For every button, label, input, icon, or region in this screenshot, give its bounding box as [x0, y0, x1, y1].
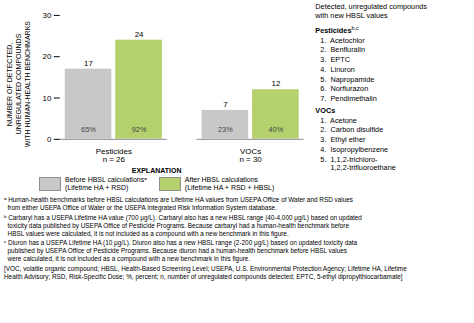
svg-text:10: 10	[42, 94, 51, 103]
svg-text:65%: 65%	[81, 125, 96, 134]
html-text:6. Norflurazon: 6. Norflurazon	[320, 84, 369, 94]
svg-text:7: 7	[223, 100, 227, 109]
html-text:2. Carbon disulfide: 2. Carbon disulfide	[320, 125, 384, 135]
html-text:7. Pendimethalin: 7. Pendimethalin	[320, 94, 377, 104]
html-text:4. Linuron: 4. Linuron	[320, 64, 355, 74]
html-text:[VOC, volatile organic compoun: [VOC, volatile organic compound; HBSL, H…	[4, 264, 407, 280]
svg-text:VOCsn = 30: VOCsn = 30	[239, 147, 262, 164]
svg-text:92%: 92%	[131, 125, 146, 134]
svg-text:24: 24	[134, 30, 143, 39]
html-text:5. 1,1,2-trichloro- 1,2,2-trif: 5. 1,1,2-trichloro- 1,2,2-trifluoroethan…	[320, 154, 396, 173]
html-text:ᶜ Diuron has a USEPA Lifetime: ᶜ Diuron has a USEPA Lifetime HA (10 μg/…	[4, 239, 358, 263]
html-text:NUMBER OF DETECTED, UNREGULATE: NUMBER OF DETECTED, UNREGULATED COMPOUND…	[5, 20, 31, 147]
html-text:Before HBSL calculationsᵃ (Lif: Before HBSL calculationsᵃ (Lifetime HA +…	[65, 175, 147, 191]
html-text:2. Benfluralin: 2. Benfluralin	[320, 45, 365, 55]
html-text:1. Acetone: 1. Acetone	[320, 115, 357, 125]
html-text:1. Acetochlor: 1. Acetochlor	[320, 35, 365, 45]
svg-text:30: 30	[42, 11, 51, 20]
html-text:3. Ethyl ether: 3. Ethyl ether	[320, 135, 366, 145]
html-text:ᵇ Carbaryl has a USEPA Lifetim: ᵇ Carbaryl has a USEPA Lifetime HA value…	[4, 214, 362, 237]
svg-text:Pesticidesn = 26: Pesticidesn = 26	[95, 147, 131, 164]
svg-text:40%: 40%	[268, 125, 283, 134]
svg-text:17: 17	[84, 59, 93, 68]
svg-text:0: 0	[47, 135, 52, 144]
html-text:3. EPTC: 3. EPTC	[320, 55, 350, 65]
html-text:Pesticidesb,c: Pesticidesb,c	[315, 24, 359, 35]
html-text:VOCs: VOCs	[315, 105, 336, 115]
svg-text:12: 12	[271, 79, 280, 88]
html-text:After HBSL calculations (Lifet: After HBSL calculations (Lifetime HA + R…	[184, 175, 275, 191]
html-text:ᵃ Human-health benchmarks befo: ᵃ Human-health benchmarks before HBSL ca…	[4, 196, 354, 212]
svg-text:20: 20	[42, 52, 51, 61]
html-text:5. Napropamide: 5. Napropamide	[320, 74, 375, 84]
html-text:Detected, unregulated compound: Detected, unregulated compounds with new…	[315, 2, 427, 20]
html-text:4. Isopropylbenzene: 4. Isopropylbenzene	[320, 144, 389, 154]
html-text:EXPLANATION: EXPLANATION	[131, 166, 182, 174]
svg-text:23%: 23%	[218, 125, 233, 134]
